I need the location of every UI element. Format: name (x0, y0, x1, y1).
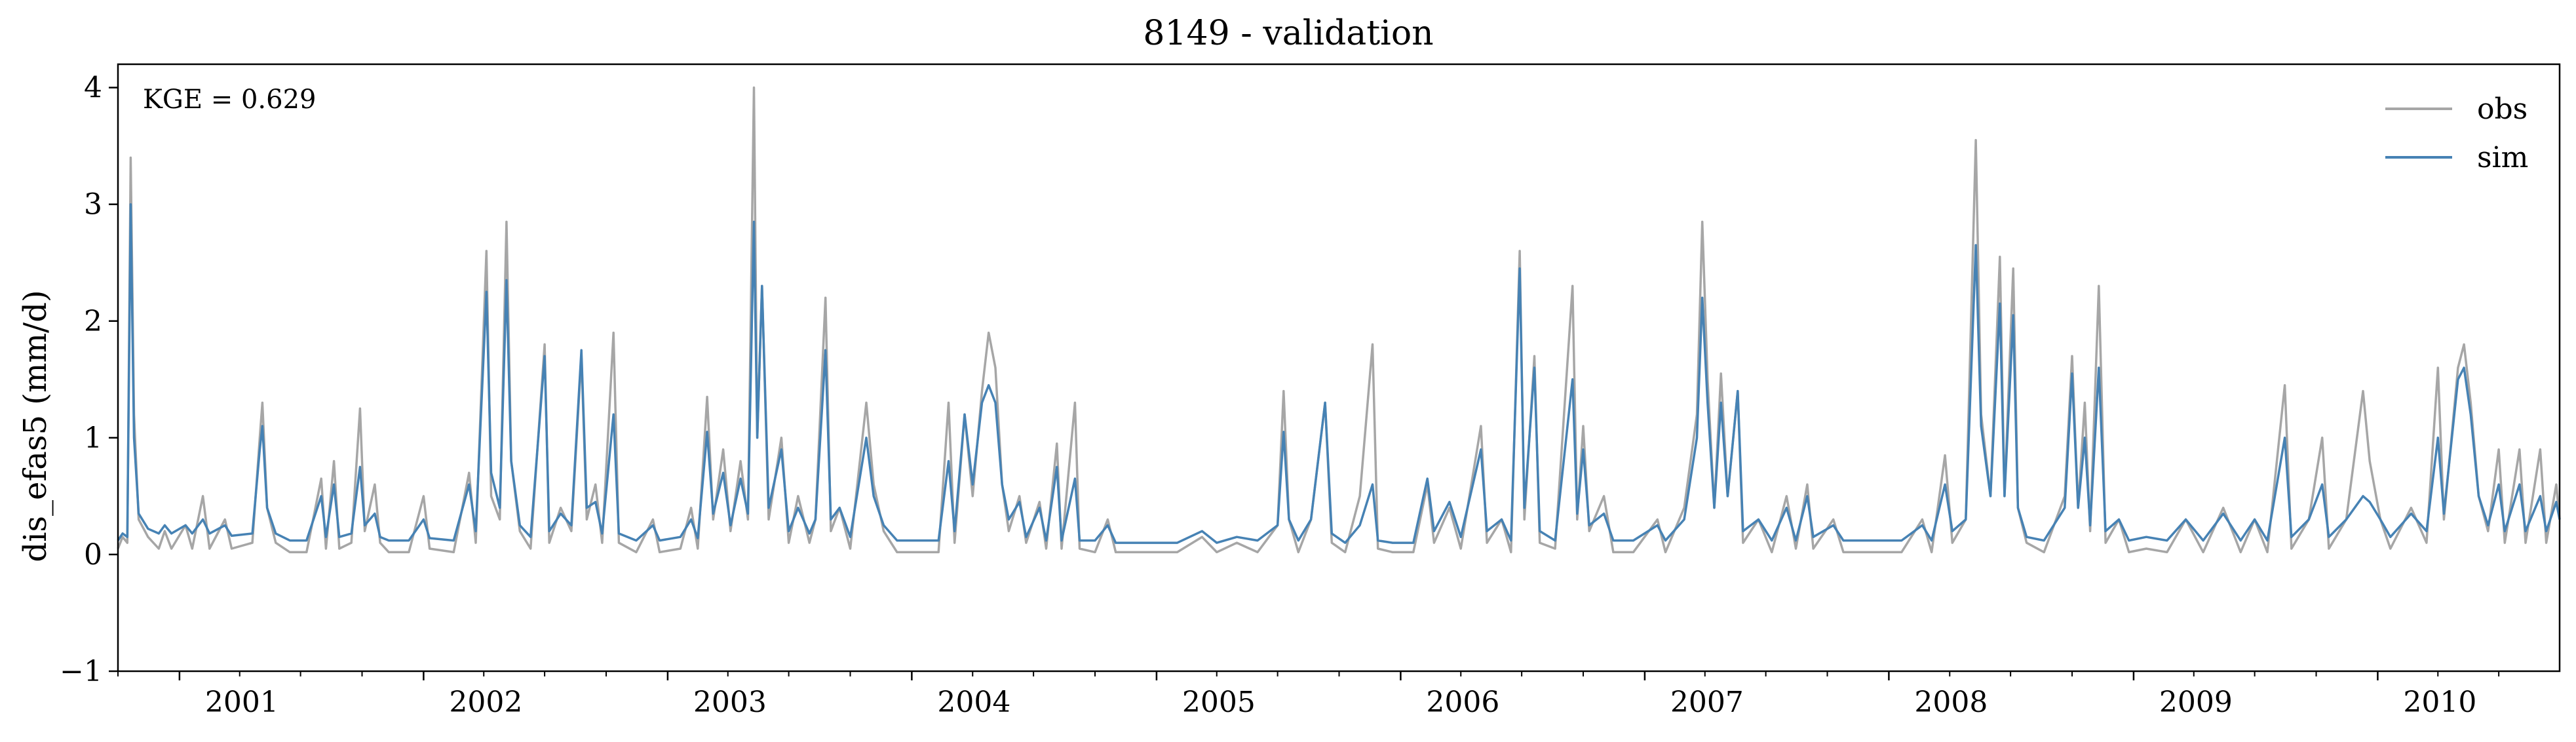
y-tick-label: −1 (60, 655, 102, 688)
x-axis: 2001 2002 2003 2004 2005 2006 2007 2008 2009 2010 (117, 671, 2500, 719)
x-tick-label: 2003 (693, 686, 767, 719)
plot-frame (117, 63, 2561, 673)
y-axis: −1 0 1 2 3 4 (60, 71, 118, 688)
x-tick-label: 2002 (449, 686, 522, 719)
x-tick-label: 2009 (2159, 686, 2233, 719)
x-tick-label: 2008 (1914, 686, 1988, 719)
y-tick-label: 4 (84, 71, 102, 105)
plot-area (117, 86, 2561, 554)
legend: obs sim (2385, 92, 2528, 174)
x-tick-label: 2004 (937, 686, 1010, 719)
x-tick-label: 2010 (2403, 686, 2476, 719)
y-axis-label: dis_efas5 (mm/d) (17, 290, 54, 562)
legend-label-obs: obs (2477, 92, 2528, 126)
x-tick-label: 2005 (1182, 686, 1256, 719)
x-tick-label: 2007 (1670, 686, 1744, 719)
x-tick-label: 2006 (1426, 686, 1499, 719)
kge-annotation: KGE = 0.629 (143, 85, 317, 115)
y-tick-label: 2 (84, 305, 102, 338)
chart-title: 8149 - validation (1143, 14, 1433, 53)
y-tick-label: 0 (84, 538, 102, 572)
y-tick-label: 3 (84, 188, 102, 222)
legend-label-sim: sim (2477, 141, 2528, 174)
series-line-sim (117, 203, 2561, 544)
x-tick-label: 2001 (205, 686, 279, 719)
y-tick-label: 1 (84, 421, 102, 455)
